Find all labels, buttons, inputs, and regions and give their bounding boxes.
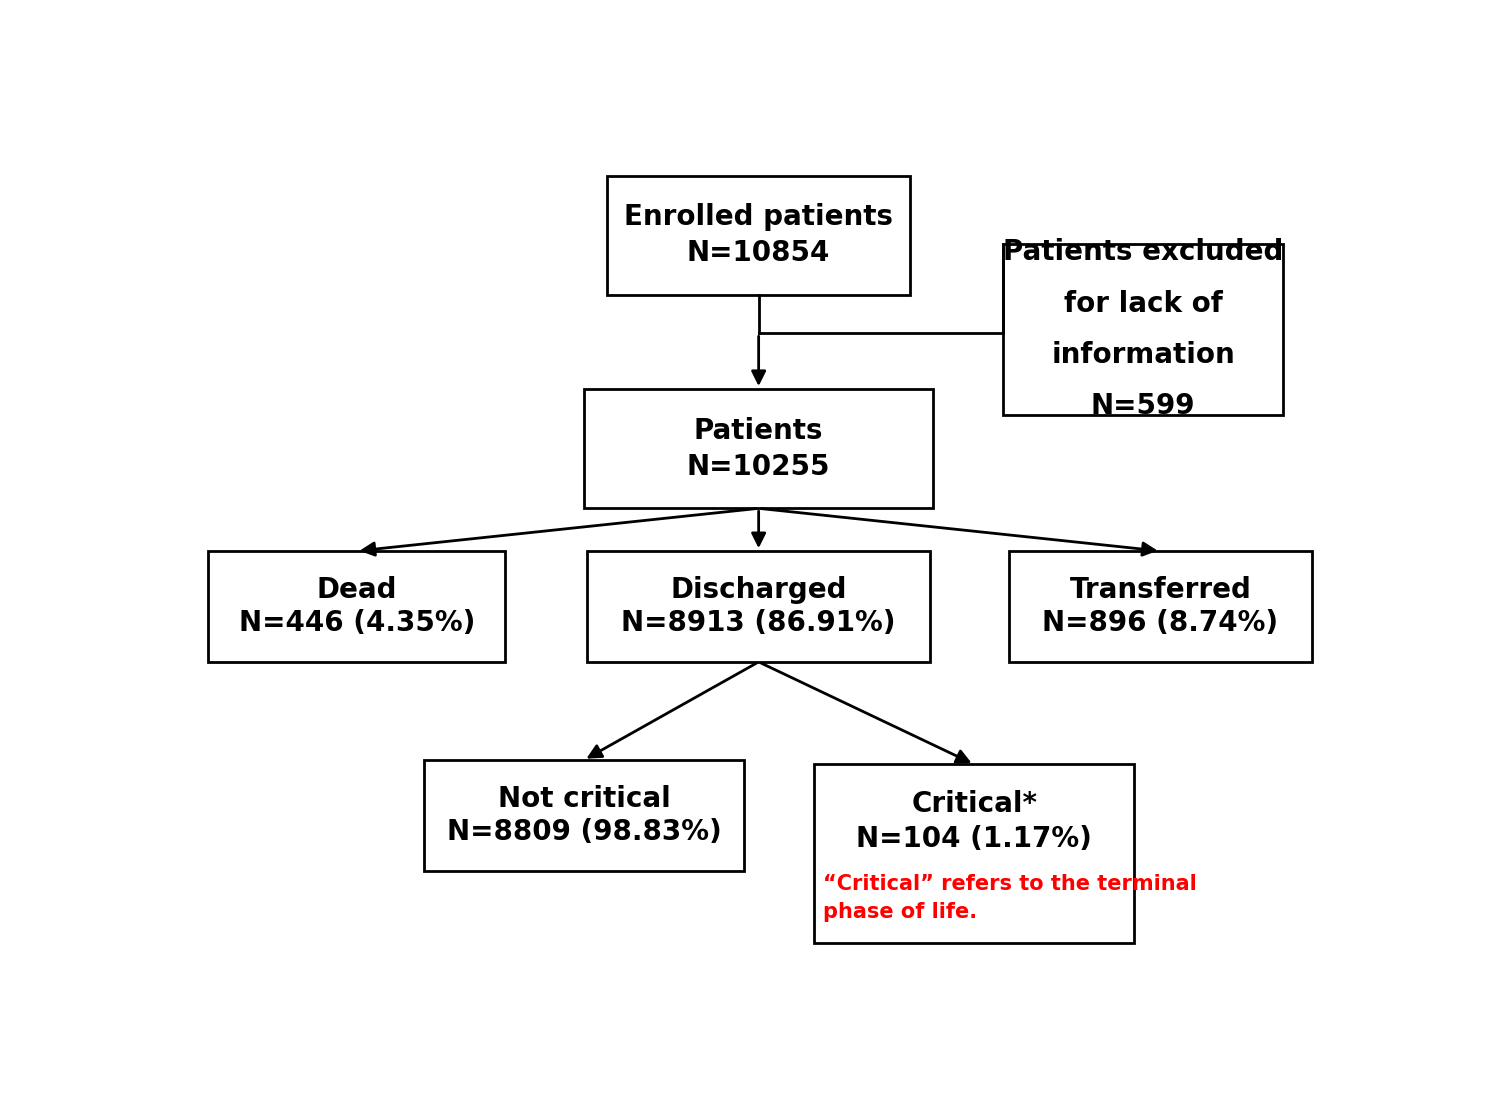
Bar (815, 765, 1135, 944)
Text: Critical*: Critical* (911, 790, 1037, 818)
Text: N=104 (1.17%): N=104 (1.17%) (857, 825, 1093, 853)
Text: Dead: Dead (317, 576, 397, 604)
Text: Transferred: Transferred (1070, 576, 1252, 604)
Bar (424, 760, 744, 871)
Bar (209, 551, 505, 661)
Text: Enrolled patients: Enrolled patients (624, 204, 893, 232)
Text: Discharged: Discharged (670, 576, 846, 604)
Text: information: information (1051, 341, 1235, 369)
Bar (1004, 244, 1284, 414)
Text: Patients: Patients (694, 417, 824, 444)
Text: for lack of: for lack of (1064, 289, 1222, 318)
Bar (1009, 551, 1312, 661)
Text: N=10255: N=10255 (687, 452, 830, 481)
Text: phase of life.: phase of life. (824, 902, 977, 922)
Text: N=8913 (86.91%): N=8913 (86.91%) (621, 609, 896, 637)
Text: N=8809 (98.83%): N=8809 (98.83%) (446, 818, 721, 847)
Bar (586, 551, 930, 661)
Text: Patients excluded: Patients excluded (1003, 238, 1284, 266)
Text: Not critical: Not critical (497, 784, 670, 813)
Bar (607, 175, 911, 295)
Bar (583, 389, 933, 509)
Text: “Critical” refers to the terminal: “Critical” refers to the terminal (824, 874, 1196, 894)
Text: N=446 (4.35%): N=446 (4.35%) (239, 609, 475, 637)
Text: N=896 (8.74%): N=896 (8.74%) (1043, 609, 1279, 637)
Text: N=10854: N=10854 (687, 239, 830, 267)
Text: N=599: N=599 (1091, 392, 1195, 420)
